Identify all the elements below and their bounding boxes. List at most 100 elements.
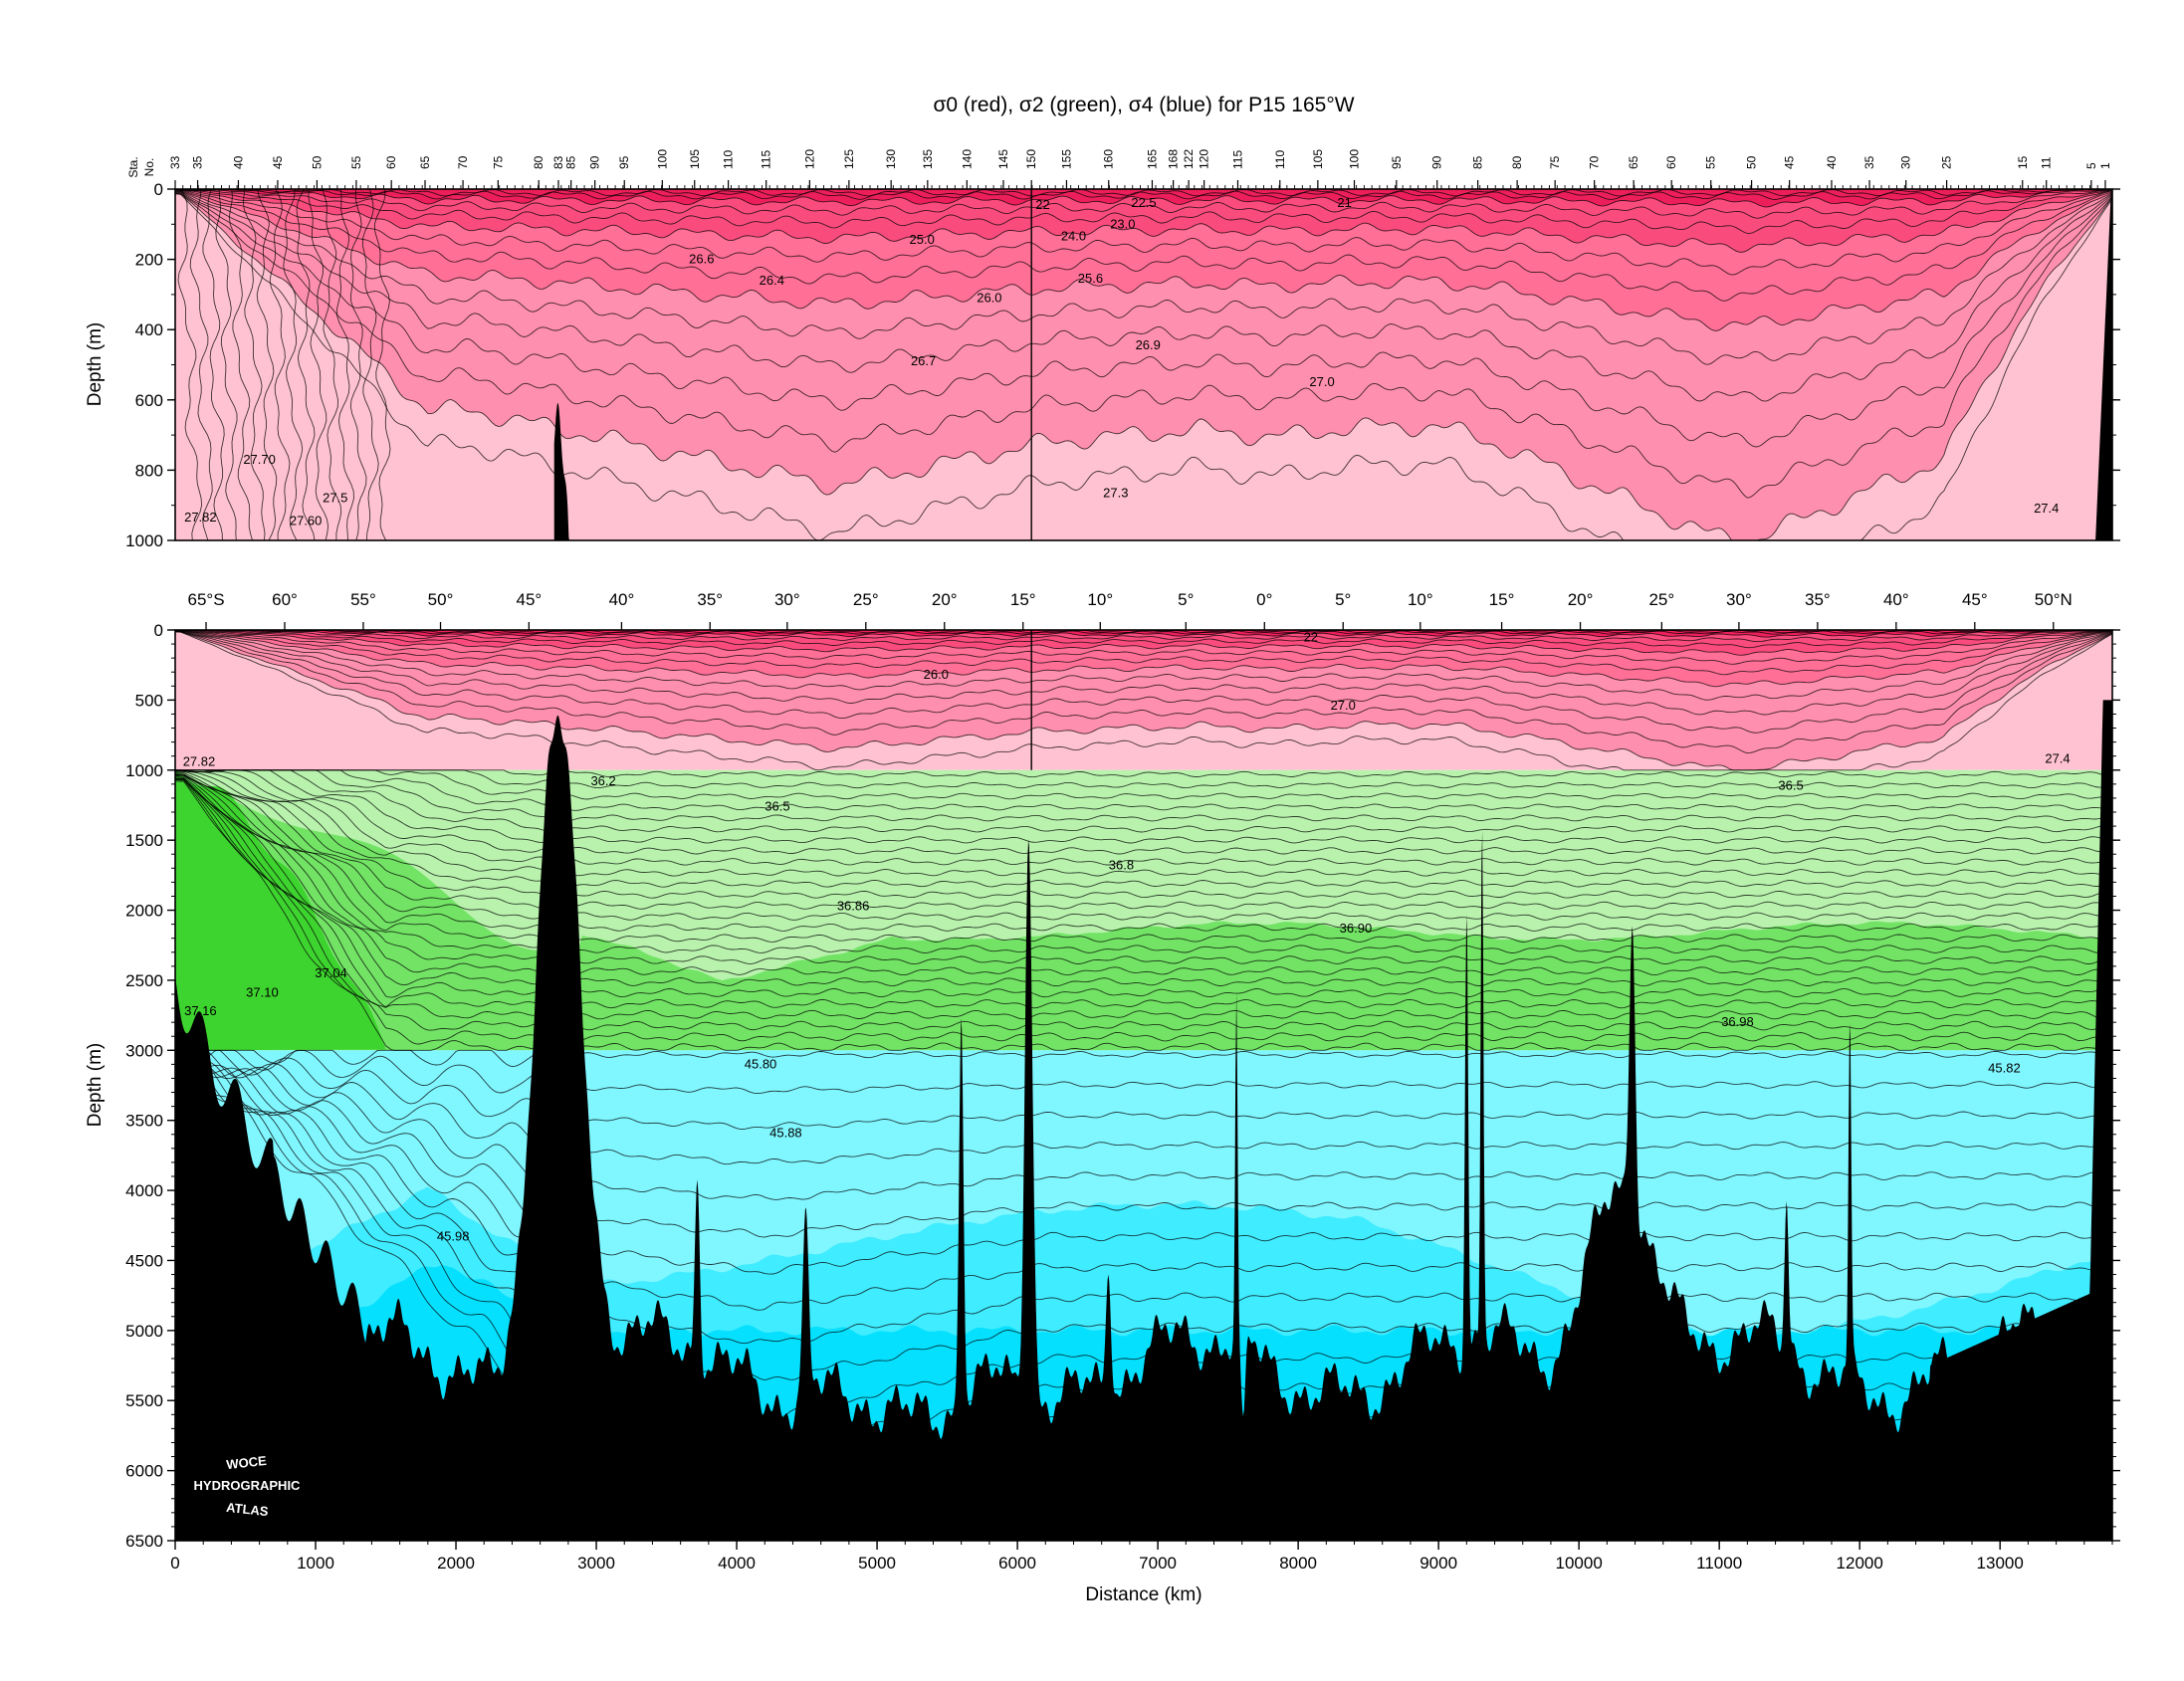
upper-density-fill	[175, 189, 2112, 540]
sigma4-isopycnal	[175, 1049, 2112, 1067]
contour-label: 24.0	[1061, 229, 1086, 244]
upper-panel: 22 22.5 21 23.0 24.0 25.0 25.6 26.6 26.4 26.0 26.7…	[85, 149, 2120, 550]
latitude-label: 25°	[853, 590, 879, 609]
y-tick-label: 6500	[125, 1532, 163, 1551]
station-label: 90	[588, 155, 602, 169]
latitude-label: 15°	[1489, 590, 1515, 609]
sigma0-isopycnal	[175, 631, 2112, 754]
x-tick-label: 0	[170, 1554, 179, 1573]
station-label: 80	[532, 155, 546, 169]
sigma2-isopycnal	[175, 769, 2112, 855]
sigma2-band	[175, 769, 2112, 1051]
contour-label: 37.10	[246, 985, 279, 1000]
station-label: 145	[996, 149, 1010, 169]
station-label: 45	[1783, 155, 1797, 169]
latitude-label: 65°S	[187, 590, 224, 609]
logo-line-1: WOCE	[226, 1453, 268, 1472]
upper-contour-labels: 22 22.5 21 23.0 24.0 25.0 25.6 26.6 26.4 26.0 26.7…	[184, 195, 2059, 527]
station-axis-label-line1: Sta.	[126, 156, 140, 177]
sigma0-isopycnal	[177, 189, 203, 540]
sigma4-isopycnal	[175, 1049, 2112, 1200]
lower-panel: 22 26.0 27.0 27.82 27.4 36.2 36.5 36.5 36.8 36.86…	[85, 590, 2120, 1605]
latitude-label: 55°	[350, 590, 376, 609]
station-label: 135	[921, 149, 935, 169]
sigma0-isopycnal	[189, 189, 213, 540]
station-label: 15	[2016, 155, 2030, 169]
station-label: 55	[1704, 155, 1718, 169]
contour-label: 23.0	[1110, 216, 1135, 231]
station-label: 90	[1430, 155, 1444, 169]
contour-label: 26.9	[1136, 337, 1161, 352]
sigma0-isopycnal	[175, 630, 2112, 656]
station-label: 60	[384, 155, 398, 169]
contour-label: 36.2	[590, 773, 615, 788]
latitude-axis: 65°S 60° 55° 50° 45° 40° 35° 30° 25° 20° 15° 10° 5° 0…	[187, 590, 2073, 630]
sigma2-isopycnal	[175, 771, 2112, 910]
y-tick-label: 800	[135, 461, 163, 480]
sigma2-isopycnal	[175, 769, 2112, 811]
sigma2-isopycnal	[175, 770, 2112, 866]
contour-label: 27.82	[183, 753, 216, 768]
station-label: 100	[655, 149, 669, 169]
sigma0-isopycnal	[256, 189, 278, 540]
station-label: 45	[271, 155, 285, 169]
lower-frame	[174, 629, 2113, 1542]
x-tick-label: 12000	[1837, 1554, 1883, 1573]
latitude-label: 35°	[697, 590, 723, 609]
contour-label: 26.7	[911, 353, 936, 368]
contour-label: 25.0	[910, 232, 935, 247]
contour-label: 27.4	[2034, 501, 2059, 516]
x-tick-label: 10000	[1556, 1554, 1603, 1573]
sigma0-isopycnal	[175, 630, 2112, 688]
sigma2-isopycnal	[175, 775, 2112, 976]
sigma0-isopycnal	[175, 630, 2112, 716]
latitude-label: 5°	[1178, 590, 1194, 609]
station-label: 65	[418, 155, 432, 169]
x-tick-label: 2000	[437, 1554, 475, 1573]
sigma2-isopycnal	[175, 779, 2112, 1045]
latitude-label: 50°	[428, 590, 454, 609]
contour-label: 37.16	[184, 1003, 217, 1018]
sigma4-isopycnal	[175, 1049, 2112, 1238]
station-label: 83	[551, 155, 565, 169]
sigma0-isopycnal	[175, 191, 2112, 448]
sigma2-isopycnal	[175, 770, 2112, 888]
station-label: 85	[564, 155, 578, 169]
sigma0-isopycnal	[242, 189, 266, 540]
contour-label: 26.4	[760, 273, 784, 288]
station-label: 168	[1167, 149, 1181, 169]
sigma0-isopycnal	[228, 189, 254, 540]
sigma0-isopycnal	[202, 189, 225, 540]
sigma2-isopycnal	[175, 769, 2112, 822]
station-label: 120	[1198, 149, 1211, 169]
station-label: 155	[1059, 149, 1073, 169]
sigma2-isopycnal	[175, 778, 2112, 1020]
sigma2-isopycnal	[175, 769, 2112, 800]
contour-label: 27.5	[323, 491, 347, 506]
station-label: 120	[802, 149, 816, 169]
sigma2-isopycnal	[175, 774, 2112, 965]
station-label: 55	[349, 155, 363, 169]
chart-title: σ0 (red), σ2 (green), σ4 (blue) for P15 …	[933, 94, 1354, 116]
sigma4-isopycnal	[175, 1049, 2112, 1130]
sigma2-isopycnal	[175, 774, 2112, 953]
sigma0-isopycnal	[175, 631, 2112, 771]
sigma0-isopycnal	[269, 189, 291, 540]
contour-label: 36.5	[1778, 777, 1803, 792]
station-label: 33	[168, 155, 182, 169]
station-label: 50	[1745, 155, 1759, 169]
x-axis-label: Distance (km)	[1085, 1584, 1201, 1605]
lower-y-ticks: 0 500 1000 1500 2000 2500 3000 3500 4000 4500 5000…	[125, 621, 2120, 1551]
contour-label: 22.5	[1131, 195, 1156, 210]
y-tick-label: 4000	[125, 1181, 163, 1200]
sigma4-isopycnal	[175, 1049, 2112, 1095]
contour-label: 26.6	[689, 252, 714, 267]
x-tick-label: 11000	[1696, 1554, 1742, 1573]
station-label: 125	[842, 149, 856, 169]
x-tick-label: 7000	[1139, 1554, 1177, 1573]
contour-label: 27.0	[1309, 374, 1334, 389]
y-tick-label: 4500	[125, 1251, 163, 1270]
y-tick-label: 600	[135, 391, 163, 410]
sigma4-isopycnal	[175, 1060, 2112, 1345]
